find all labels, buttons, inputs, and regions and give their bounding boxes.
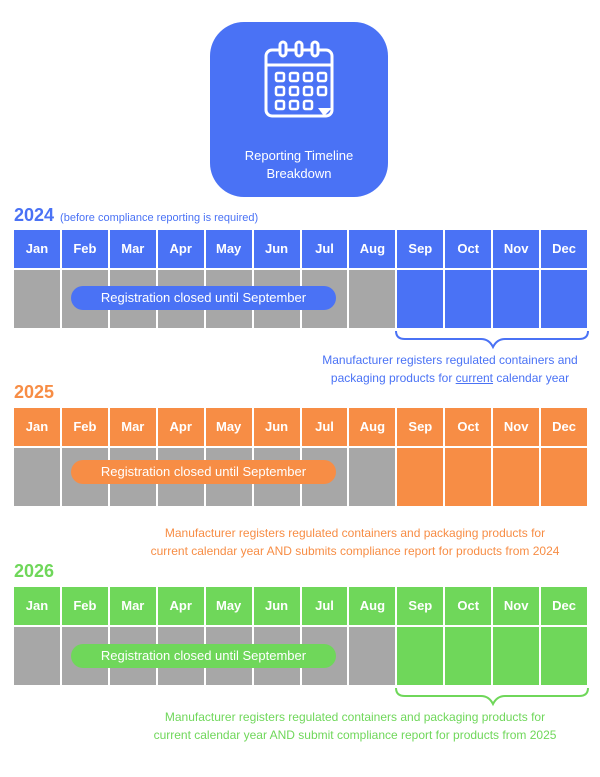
header-title-line1: Reporting Timeline [244,148,354,163]
month-cell-may: May [205,408,254,446]
month-cell-sep: Sep [397,230,446,268]
description-line2: current calendar year AND submit complia… [153,728,557,742]
description-line1: Manufacturer registers regulated contain… [164,526,546,540]
registration-open-cell [493,270,542,328]
brace [395,687,589,707]
month-cell-nov: Nov [493,408,542,446]
month-cell-jan: Jan [14,587,62,625]
year-label-2024: 2024 (before compliance reporting is requ… [14,205,259,225]
month-cell-dec: Dec [541,408,588,446]
month-cell-oct: Oct [445,587,494,625]
registration-open-cell [397,448,446,506]
registration-open-cell [541,448,588,506]
header-card: Reporting Timeline Breakdown [210,22,388,197]
month-cell-apr: Apr [157,408,206,446]
year-label-2025: 2025 [14,382,55,402]
header-title-line2: Breakdown [266,166,332,181]
month-header-row: Jan Feb Mar Apr May Jun Jul Aug Sep Oct Nov Dec [14,587,588,625]
month-cell-jun: Jun [253,587,302,625]
month-cell-jun: Jun [253,230,302,268]
month-cell-feb: Feb [61,230,110,268]
description-line1: Manufacturer registers regulated contain… [164,710,546,724]
description-line1: Manufacturer registers regulated contain… [322,353,578,367]
registration-closed-cell [349,270,398,328]
month-cell-apr: Apr [157,587,206,625]
month-cell-may: May [205,587,254,625]
registration-closed-cell [14,627,62,685]
month-cell-may: May [205,230,254,268]
month-cell-jul: Jul [301,408,350,446]
registration-closed-cell [349,448,398,506]
month-cell-jul: Jul [301,230,350,268]
month-cell-sep: Sep [397,587,446,625]
registration-closed-pill: Registration closed until September [71,644,336,668]
registration-open-cell [493,627,542,685]
header-title: Reporting Timeline Breakdown [210,147,388,183]
month-cell-feb: Feb [61,408,110,446]
registration-open-cell [541,270,588,328]
month-cell-dec: Dec [541,587,588,625]
month-cell-dec: Dec [541,230,588,268]
month-cell-aug: Aug [349,587,398,625]
month-cell-mar: Mar [109,408,158,446]
description-2024: Manufacturer registers regulated contain… [290,351,600,387]
registration-closed-cell [349,627,398,685]
description-line2: current calendar year AND submits compli… [150,544,560,558]
year-label-2026: 2026 [14,561,55,581]
brace [395,330,589,350]
registration-open-cell [541,627,588,685]
registration-closed-cell [14,448,62,506]
month-cell-jan: Jan [14,230,62,268]
month-cell-oct: Oct [445,230,494,268]
registration-closed-pill: Registration closed until September [71,460,336,484]
month-cell-jun: Jun [253,408,302,446]
month-cell-nov: Nov [493,230,542,268]
month-cell-jan: Jan [14,408,62,446]
month-cell-feb: Feb [61,587,110,625]
registration-closed-pill: Registration closed until September [71,286,336,310]
month-header-row: Jan Feb Mar Apr May Jun Jul Aug Sep Oct Nov Dec [14,408,588,446]
month-cell-oct: Oct [445,408,494,446]
registration-closed-cell [14,270,62,328]
registration-open-cell [397,627,446,685]
month-cell-sep: Sep [397,408,446,446]
month-header-row: Jan Feb Mar Apr May Jun Jul Aug Sep Oct Nov Dec [14,230,588,268]
registration-open-cell [493,448,542,506]
description-line2: packaging products for current calendar … [330,371,570,385]
description-2026: Manufacturer registers regulated contain… [110,708,600,744]
registration-open-cell [397,270,446,328]
calendar-icon [264,40,334,118]
registration-open-cell [445,448,494,506]
registration-open-cell [445,627,494,685]
registration-open-cell [445,270,494,328]
year-note: (before compliance reporting is required… [60,212,259,224]
month-cell-mar: Mar [109,587,158,625]
month-cell-nov: Nov [493,587,542,625]
description-2025: Manufacturer registers regulated contain… [110,524,600,560]
month-cell-apr: Apr [157,230,206,268]
month-cell-mar: Mar [109,230,158,268]
month-cell-jul: Jul [301,587,350,625]
month-cell-aug: Aug [349,230,398,268]
month-cell-aug: Aug [349,408,398,446]
